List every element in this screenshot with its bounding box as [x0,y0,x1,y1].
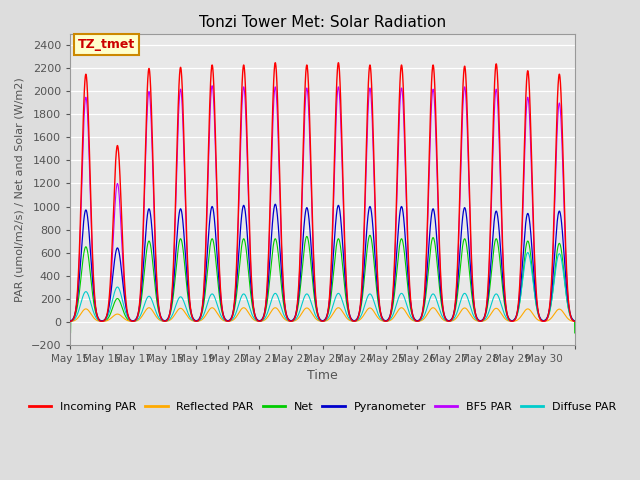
Title: Tonzi Tower Met: Solar Radiation: Tonzi Tower Met: Solar Radiation [199,15,446,30]
Legend: Incoming PAR, Reflected PAR, Net, Pyranometer, BF5 PAR, Diffuse PAR: Incoming PAR, Reflected PAR, Net, Pyrano… [24,398,621,417]
Y-axis label: PAR (umol/m2/s) / Net and Solar (W/m2): PAR (umol/m2/s) / Net and Solar (W/m2) [15,77,25,301]
Text: TZ_tmet: TZ_tmet [77,38,135,51]
X-axis label: Time: Time [307,369,338,382]
